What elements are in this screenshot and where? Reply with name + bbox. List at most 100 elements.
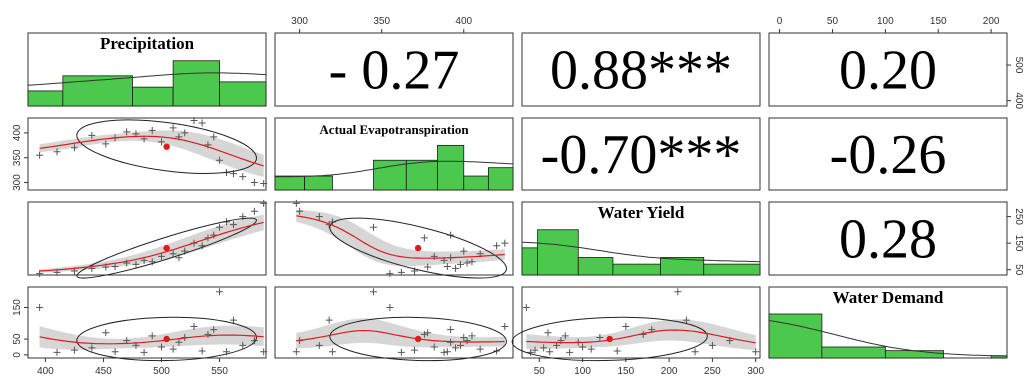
histogram-bar bbox=[373, 159, 407, 191]
scatter-panel-r1-c0 bbox=[36, 116, 268, 188]
variable-title: Actual Evapotranspiration bbox=[319, 122, 469, 137]
histogram-bar bbox=[405, 159, 438, 191]
y-tick-label: 150 bbox=[1013, 235, 1024, 252]
data-point bbox=[386, 304, 394, 312]
data-point bbox=[468, 332, 476, 340]
data-point bbox=[175, 338, 183, 346]
data-point bbox=[622, 322, 630, 330]
data-point bbox=[540, 344, 548, 352]
histogram-bar bbox=[437, 144, 465, 191]
y-tick-label: 0 bbox=[12, 352, 23, 358]
histogram-bar bbox=[577, 257, 614, 276]
data-point bbox=[476, 345, 484, 353]
data-point bbox=[420, 234, 428, 242]
histogram-water-demand bbox=[768, 313, 1008, 359]
histogram-actual-evapotranspiration bbox=[274, 144, 514, 191]
data-point bbox=[452, 264, 460, 272]
data-point bbox=[292, 348, 300, 356]
correlation-label: 0.20 bbox=[839, 40, 937, 102]
data-point bbox=[239, 341, 247, 349]
data-point bbox=[132, 260, 140, 268]
data-point bbox=[501, 239, 509, 247]
histogram-water-yield bbox=[521, 229, 761, 276]
data-point bbox=[111, 263, 119, 271]
data-point bbox=[315, 341, 323, 349]
data-point bbox=[190, 116, 198, 124]
mean-point bbox=[414, 244, 422, 252]
x-tick-label: 100 bbox=[877, 16, 894, 27]
data-point bbox=[158, 138, 166, 146]
x-tick-label: 200 bbox=[661, 366, 678, 377]
correlation-ellipse bbox=[76, 316, 257, 362]
data-point bbox=[691, 348, 699, 356]
data-point bbox=[752, 348, 760, 356]
data-point bbox=[169, 124, 177, 132]
loess-smooth-line bbox=[296, 329, 505, 343]
data-point bbox=[198, 242, 206, 250]
data-point bbox=[216, 156, 224, 164]
data-point bbox=[260, 199, 268, 207]
mean-point bbox=[414, 335, 422, 343]
mean-point bbox=[606, 335, 613, 343]
correlation-label: - 0.27 bbox=[329, 40, 460, 102]
correlation-ellipse bbox=[76, 217, 257, 279]
data-point bbox=[239, 173, 247, 181]
density-curve bbox=[27, 72, 267, 86]
x-tick-label: 400 bbox=[455, 16, 472, 27]
loess-smooth-line bbox=[39, 135, 264, 167]
data-point bbox=[169, 345, 177, 353]
data-point bbox=[411, 346, 419, 354]
y-tick-label: 250 bbox=[1013, 208, 1024, 225]
data-point bbox=[561, 332, 569, 340]
data-point bbox=[229, 221, 237, 229]
data-point bbox=[296, 207, 304, 215]
y-tick-label: 150 bbox=[12, 299, 23, 316]
histogram-bar bbox=[487, 167, 514, 191]
histogram-bar bbox=[274, 175, 305, 191]
histogram-bar bbox=[612, 263, 661, 276]
data-point bbox=[463, 337, 471, 345]
smooth-confidence-band bbox=[39, 214, 264, 273]
density-curve bbox=[275, 160, 514, 178]
x-tick-label: 250 bbox=[704, 366, 721, 377]
data-point bbox=[369, 288, 377, 296]
correlation-ellipse bbox=[511, 316, 708, 362]
data-point bbox=[315, 213, 323, 221]
data-point bbox=[443, 348, 451, 356]
panel-r0-c2 bbox=[521, 32, 761, 107]
data-point bbox=[420, 330, 428, 338]
data-point bbox=[229, 316, 237, 324]
histogram-precipitation bbox=[27, 60, 267, 107]
x-tick-label: 200 bbox=[983, 16, 1000, 27]
scatter-panel-r3-c1 bbox=[292, 288, 509, 362]
data-point bbox=[328, 348, 336, 356]
data-point bbox=[88, 131, 96, 139]
correlation-label: -0.70*** bbox=[541, 124, 742, 186]
data-point bbox=[674, 288, 682, 296]
data-point bbox=[447, 326, 455, 334]
x-tick-label: 100 bbox=[574, 366, 591, 377]
data-point bbox=[250, 337, 258, 345]
data-point bbox=[522, 304, 530, 312]
panel-r0-c3 bbox=[768, 32, 1008, 107]
data-point bbox=[443, 263, 451, 271]
histogram-bar bbox=[132, 86, 174, 107]
density-curve bbox=[521, 241, 761, 263]
data-point bbox=[111, 348, 119, 356]
data-point bbox=[596, 333, 604, 341]
variable-title: Water Demand bbox=[833, 288, 944, 307]
y-tick-label: 350 bbox=[12, 149, 23, 166]
y-tick-label: 50 bbox=[12, 333, 23, 345]
data-point bbox=[36, 304, 44, 312]
data-point bbox=[397, 348, 405, 356]
data-point bbox=[198, 119, 206, 127]
data-point bbox=[579, 343, 587, 351]
histogram-bar bbox=[821, 346, 886, 359]
data-point bbox=[198, 347, 206, 355]
correlation-label: 0.28 bbox=[839, 209, 937, 271]
x-tick-label: 150 bbox=[930, 16, 947, 27]
data-point bbox=[452, 344, 460, 352]
data-point bbox=[501, 322, 509, 330]
smooth-confidence-band bbox=[296, 209, 505, 267]
